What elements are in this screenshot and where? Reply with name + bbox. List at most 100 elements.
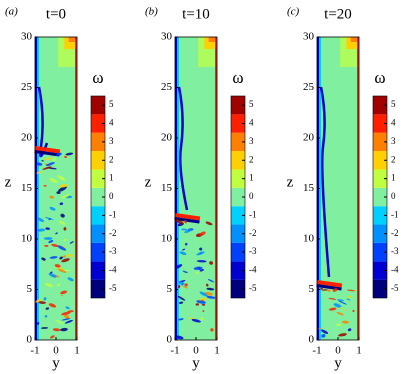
colorbar-swatch [91,96,105,115]
eddy [352,309,355,313]
x-tick-label: -1 [170,345,179,357]
colorbar-tick-label: -5 [109,283,117,293]
eddy [210,328,214,332]
eddy [198,298,208,301]
eddy [41,257,46,261]
field [34,37,77,340]
eddy [61,194,70,199]
colorbar-tick-label: -3 [109,246,117,256]
colorbar-tick-label: 0 [249,191,254,201]
x-axis-label: y [192,355,200,371]
eddy [347,328,352,332]
y-tick-label: 5 [167,283,173,295]
eddy [48,218,52,221]
eddy [65,306,70,310]
eddy [321,334,326,338]
colorbar-label: ω [232,68,243,87]
eddy [57,245,67,251]
eddy [174,335,184,340]
eddy [185,242,188,246]
colorbar-tick-label: -1 [109,209,117,219]
colorbar-swatch [91,132,105,152]
eddy [343,309,347,312]
eddy [69,241,74,244]
colorbar-swatch [373,279,387,298]
eddy [336,312,344,316]
eddy [64,155,68,158]
y-axis-label: z [145,174,152,190]
colorbar-tick-label: 1 [249,173,254,183]
y-axis-label: z [5,174,12,190]
eddy [339,306,343,309]
eddy [182,270,188,274]
eddy [44,216,54,221]
y-tick-label: 25 [303,81,315,93]
eddy [37,217,45,223]
y-tick-label: 30 [161,31,173,43]
eddy [318,327,322,330]
eddy [48,303,57,308]
eddy [193,266,203,270]
front [34,149,60,157]
eddy [43,297,47,301]
eddy [199,291,208,297]
eddy [51,158,57,161]
y-tick-label: 0 [309,334,315,346]
colorbar-tick-label: -2 [249,228,257,238]
x-axis-label: y [334,355,342,371]
panel-title: t=10 [182,6,210,22]
eddy [206,283,209,287]
eddy [36,162,43,166]
colorbar-tick-label: -1 [249,209,257,219]
colorbar-tick-label: 4 [249,118,254,128]
eddy [206,287,215,291]
y-tick-label: 25 [161,81,173,93]
colorbar-label: ω [92,68,103,87]
eddy [333,303,342,308]
eddy [337,299,344,302]
colorbar-tick-label: 5 [109,99,114,109]
eddy [44,315,48,318]
eddy [67,277,74,282]
y-tick-label: 0 [167,334,173,346]
colorbar-swatch [231,132,245,152]
colorbar-swatch [91,169,105,188]
eddy [62,255,66,258]
x-tick-label: -1 [30,345,39,357]
eddy [175,219,184,225]
colorbar-swatch [373,242,387,262]
eddy [179,251,187,256]
eddy [188,317,195,319]
y-tick-label: 10 [303,233,315,245]
eddy [61,311,71,316]
eddy [56,191,61,195]
eddy [45,227,50,230]
colorbar-swatch [91,114,105,133]
eddy [181,248,186,251]
eddy [41,160,44,162]
eddy [193,219,198,223]
colorbar-swatch [373,187,387,207]
eddy [200,317,204,321]
colorbar-swatch [231,169,245,188]
x-tick-label: -1 [312,345,321,357]
colorbar-swatch [91,187,105,207]
eddy [199,269,204,272]
eddy [342,320,350,324]
y-tick-label: 20 [21,132,33,144]
eddy [59,256,63,260]
colorbar-tick-label: 2 [109,154,114,164]
y-tick-label: 20 [161,132,173,144]
eddy [201,303,206,306]
colorbar-swatch [231,151,245,170]
x-tick-label: 1 [356,345,362,357]
eddy [45,307,50,310]
eddy [57,283,60,287]
eddy [45,162,55,167]
eddy [196,271,199,274]
eddy [49,206,56,211]
eddy [49,195,55,199]
colorbar-swatch [373,96,387,115]
field [316,37,359,340]
eddy [59,184,69,188]
